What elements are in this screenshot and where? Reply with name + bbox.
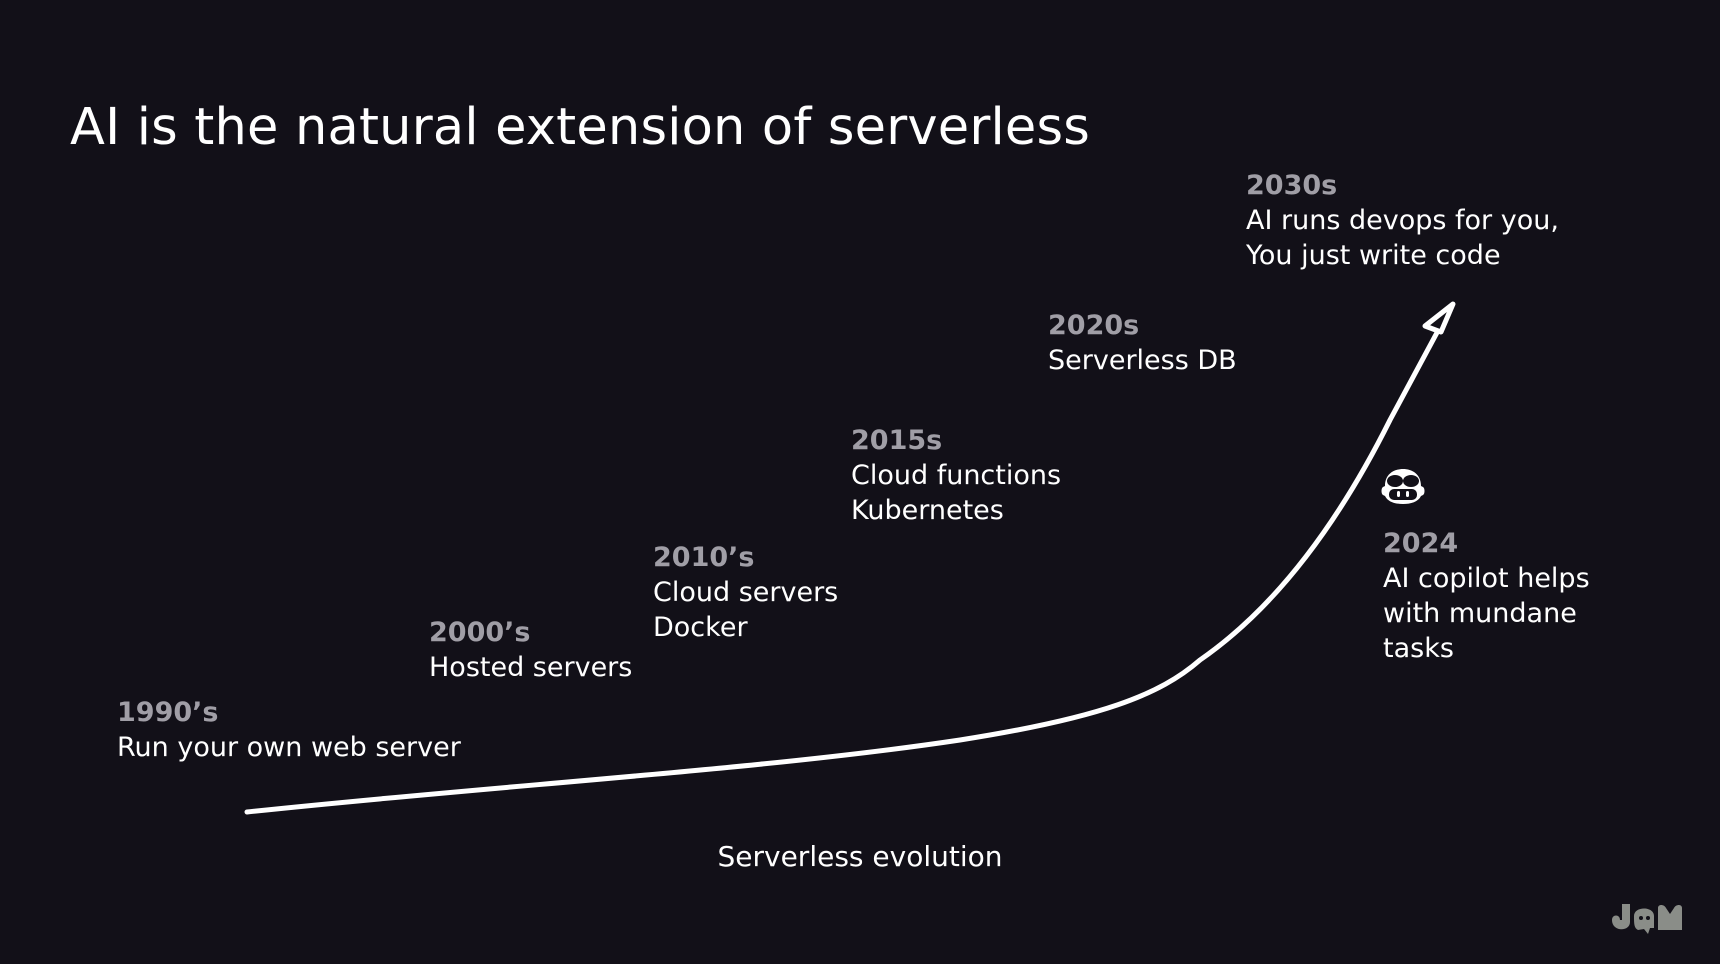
milestone-2020s: 2020s Serverless DB [1048,308,1237,378]
milestone-1990s: 1990’s Run your own web server [117,695,461,765]
milestone-text: Run your own web server [117,732,461,763]
milestone-text: Serverless DB [1048,345,1237,376]
milestone-text: Cloud functions [851,460,1062,491]
milestone-year: 2030s [1246,170,1338,201]
milestone-year: 1990’s [117,697,219,728]
slide-title: AI is the natural extension of serverles… [70,98,1091,157]
milestone-2010s: 2010’s Cloud servers Docker [653,540,838,645]
milestone-year: 2015s [851,425,943,456]
milestone-text: Docker [653,612,748,643]
milestone-text: Kubernetes [851,495,1004,526]
milestone-text: Cloud servers [653,577,839,608]
jam-logo-icon [1612,904,1682,934]
growth-curve [244,311,1450,815]
milestone-text: with mundane [1383,598,1577,629]
milestone-2015s: 2015s Cloud functions Kubernetes [851,423,1061,528]
milestone-text: AI runs devops for you, [1246,205,1559,236]
milestone-year: 2024 [1383,528,1459,559]
milestone-2030s: 2030s AI runs devops for you, You just w… [1246,168,1559,273]
diagram-caption: Serverless evolution [717,840,1003,873]
milestone-year: 2020s [1048,310,1140,341]
milestone-year: 2000’s [429,617,531,648]
milestone-text: Hosted servers [429,652,633,683]
milestone-text: tasks [1383,633,1454,664]
milestone-2000s: 2000’s Hosted servers [429,615,632,685]
milestone-text: AI copilot helps [1383,563,1590,594]
arrow-head [1422,301,1456,335]
copilot-icon [1381,469,1425,504]
milestone-2024: 2024 AI copilot helps with mundane tasks [1383,526,1590,666]
milestone-year: 2010’s [653,542,755,573]
milestone-text: You just write code [1246,240,1501,271]
